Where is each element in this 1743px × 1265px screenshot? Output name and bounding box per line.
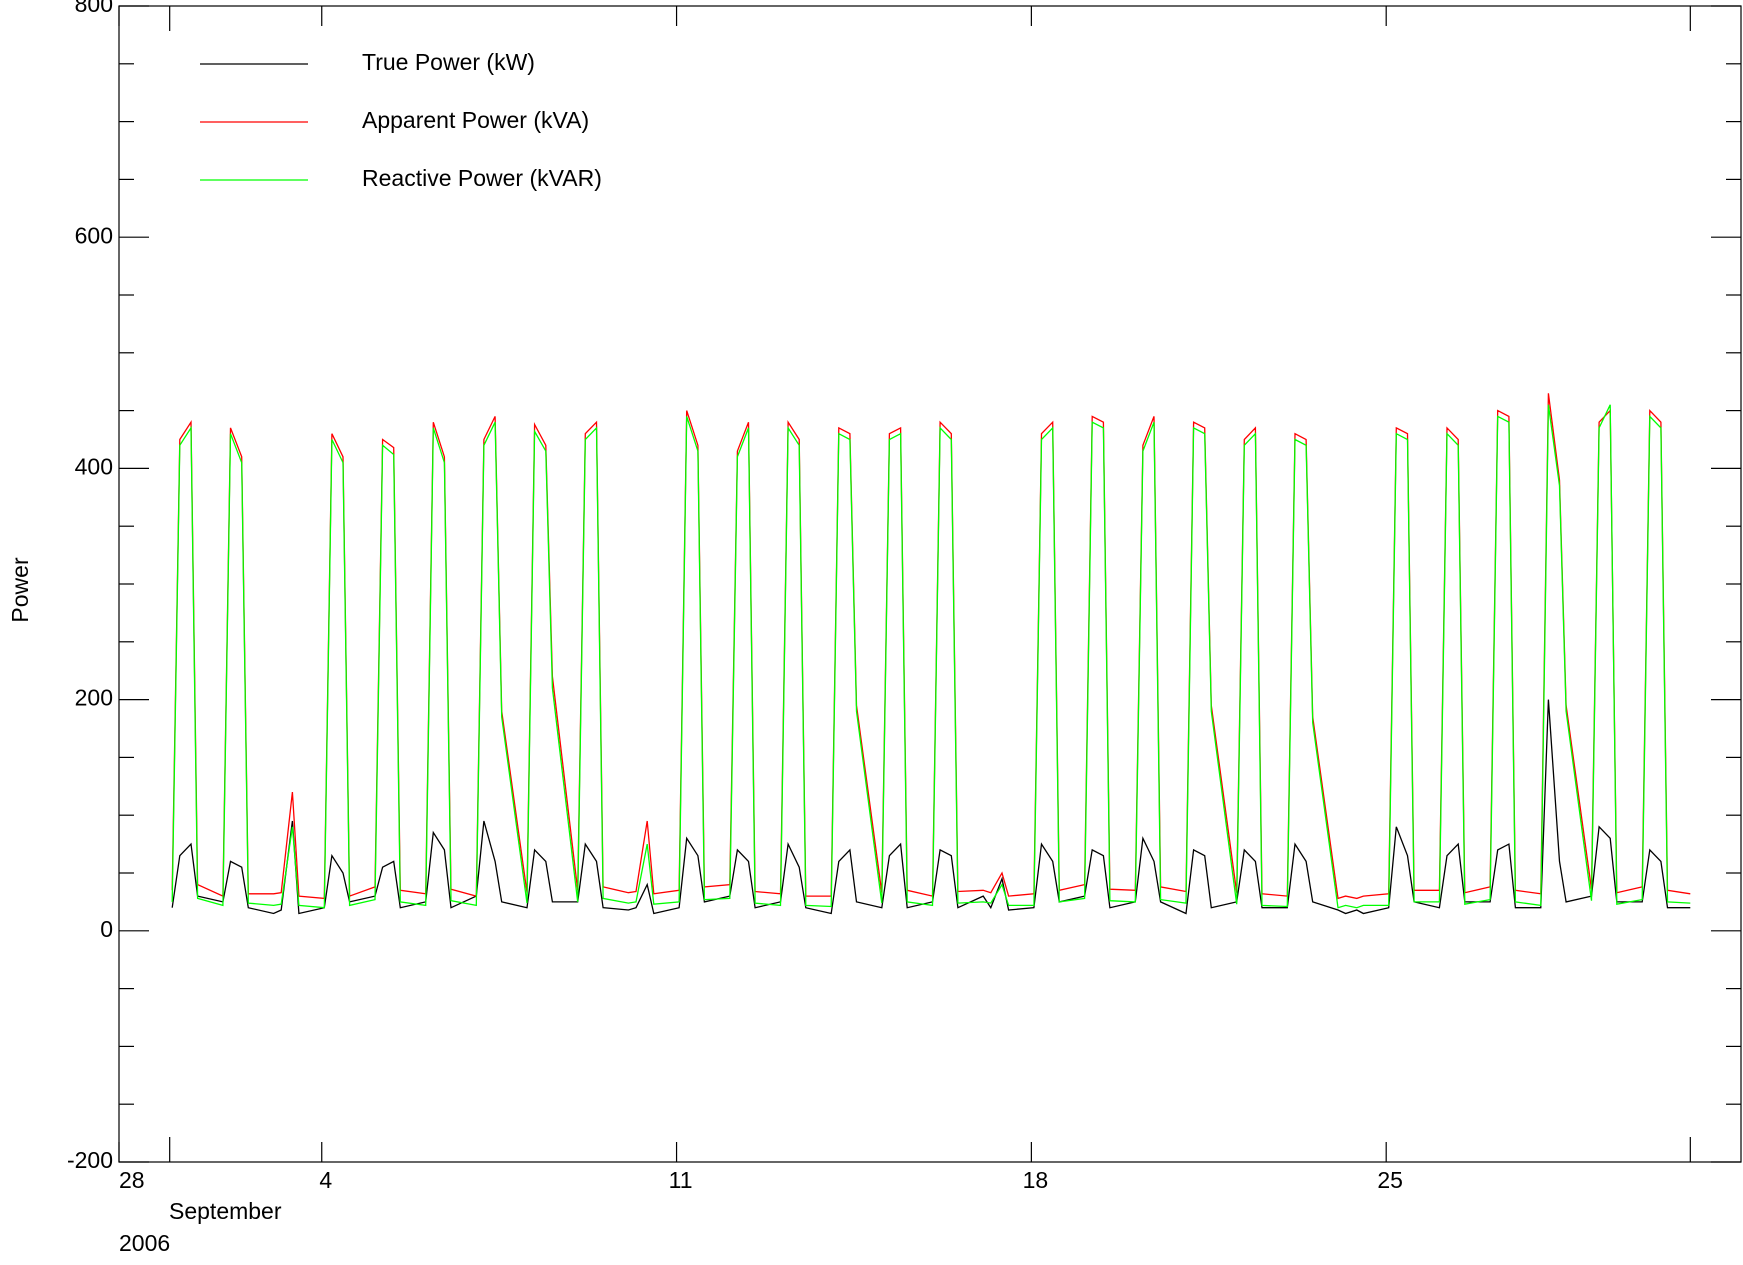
y-tick-label: 400 [75, 453, 113, 479]
series-line [171, 393, 1691, 900]
x-tick-label: 4 [319, 1167, 332, 1193]
x-tick-label: 18 [1023, 1167, 1049, 1193]
x-sublabel: 2006 [119, 1230, 170, 1256]
legend-label: Reactive Power (kVAR) [362, 165, 602, 191]
y-axis-label: Power [7, 557, 33, 623]
y-tick-label: 200 [75, 685, 113, 711]
legend-label: True Power (kW) [362, 49, 535, 75]
x-tick-label: 11 [669, 1167, 693, 1193]
series-line [171, 404, 1691, 909]
y-tick-label: -200 [67, 1147, 113, 1173]
x-sublabel: September [169, 1198, 282, 1224]
x-tick-label: 25 [1377, 1167, 1403, 1193]
y-tick-label: 800 [75, 0, 113, 17]
x-tick-label: 28 [119, 1167, 145, 1193]
legend-label: Apparent Power (kVA) [362, 107, 589, 133]
y-tick-label: 0 [100, 916, 113, 942]
y-tick-label: 600 [75, 222, 113, 248]
